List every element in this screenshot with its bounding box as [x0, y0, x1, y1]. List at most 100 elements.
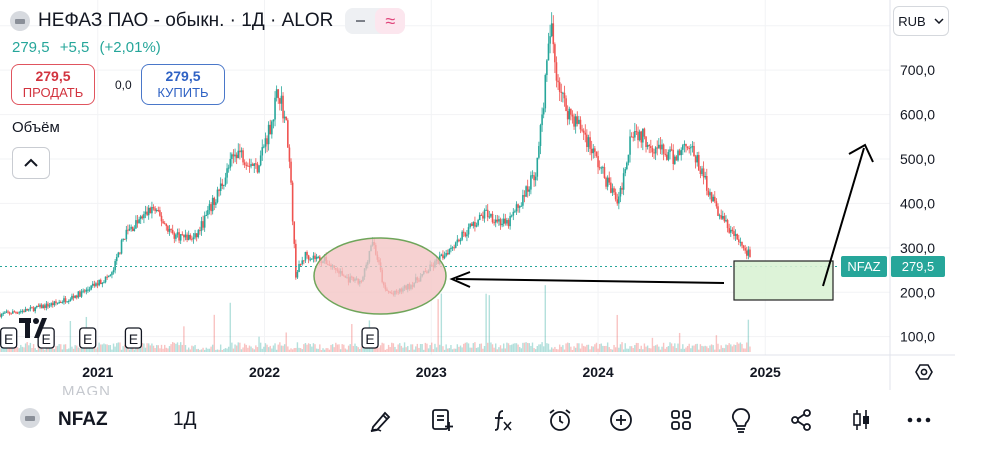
candle-body: [223, 185, 225, 187]
candle-body: [717, 206, 719, 216]
candle-body: [630, 136, 633, 138]
volume-bar: [186, 349, 188, 352]
volume-bar: [739, 342, 742, 352]
candle-body: [650, 146, 652, 148]
volume-bar: [239, 342, 241, 352]
minus-icon[interactable]: −: [355, 10, 366, 31]
volume-bar: [451, 349, 454, 352]
volume-indicator-label[interactable]: Объём: [12, 119, 60, 136]
layout-grid-icon[interactable]: [666, 395, 696, 445]
volume-bar: [363, 348, 366, 352]
notes-add-icon[interactable]: [427, 395, 457, 445]
candle-body: [240, 150, 243, 153]
more-menu-icon[interactable]: [904, 395, 934, 445]
candle-body: [139, 216, 142, 220]
chart-mode-toggle[interactable]: − ≈: [345, 8, 406, 34]
symbol-header[interactable]: НЕФАЗ ПАО - обыкн. · 1Д · ALOR − ≈: [10, 8, 406, 34]
volume-bar: [63, 344, 65, 352]
toolbar-symbol[interactable]: NFAZ: [58, 409, 108, 430]
candle-body: [301, 260, 304, 265]
volume-bar: [264, 343, 267, 352]
candle-body: [464, 232, 467, 237]
price-chart[interactable]: 800,0700,0600,0500,0400,0300,0200,0100,0…: [0, 0, 1000, 395]
volume-bar: [610, 349, 612, 352]
volume-bar: [677, 343, 679, 352]
volume-bar: [627, 348, 630, 352]
candle-body: [446, 253, 449, 255]
idea-lightbulb-icon[interactable]: [726, 395, 756, 445]
candle-body: [582, 130, 585, 133]
tradingview-logo-icon: [19, 318, 47, 338]
candle-body: [192, 237, 195, 240]
currency-selector[interactable]: RUB: [893, 6, 949, 36]
candle-body: [507, 220, 510, 227]
candle-body: [616, 199, 619, 204]
candle-body: [274, 97, 276, 120]
candle-body: [696, 155, 698, 163]
alarm-clock-icon[interactable]: [545, 395, 575, 445]
candle-body: [136, 220, 139, 224]
volume-bar: [111, 349, 113, 352]
candle-body: [45, 303, 48, 308]
volume-bar: [664, 348, 666, 352]
volume-bar: [746, 342, 748, 352]
earnings-marker-label: E: [83, 331, 92, 347]
wave-icon[interactable]: ≈: [375, 8, 406, 34]
volume-bar: [170, 344, 172, 352]
volume-bar: [536, 346, 538, 352]
volume-bar: [189, 349, 191, 352]
volume-bar: [678, 332, 681, 352]
candle-body: [454, 242, 457, 248]
candle-body: [309, 259, 312, 261]
candle-body: [568, 108, 571, 120]
volume-bar: [483, 346, 486, 352]
collapse-button[interactable]: [12, 147, 50, 179]
candle-body: [35, 305, 38, 308]
candle-body: [144, 211, 147, 215]
volume-bar: [667, 345, 670, 352]
volume-bar: [109, 345, 112, 352]
volume-bar: [605, 345, 607, 352]
buy-button[interactable]: 279,5 КУПИТЬ: [141, 64, 225, 105]
candle-body: [494, 219, 497, 223]
volume-bar: [164, 344, 166, 352]
volume-bar: [395, 349, 398, 352]
symbol-title[interactable]: НЕФАЗ ПАО - обыкн. · 1Д · ALOR: [38, 10, 334, 31]
indicators-fx-icon[interactable]: [487, 395, 517, 445]
time-axis-label: 2023: [416, 364, 447, 380]
candle-body: [266, 138, 268, 145]
candle-body: [93, 283, 96, 286]
candle-body: [275, 89, 278, 98]
volume-bar: [646, 345, 649, 352]
volume-bar: [418, 347, 420, 352]
volume-bar: [96, 347, 99, 352]
price-axis-label: 500,0: [900, 151, 935, 167]
candle-body: [699, 170, 702, 175]
volume-bar: [389, 347, 391, 352]
volume-bar: [558, 344, 561, 352]
candle-body: [152, 206, 155, 209]
volume-bar: [514, 343, 516, 352]
volume-bar: [218, 349, 220, 352]
volume-bar: [391, 342, 393, 352]
earnings-marker-box: [361, 327, 379, 349]
sell-button[interactable]: 279,5 ПРОДАТЬ: [11, 64, 95, 105]
candle-body: [728, 228, 730, 233]
draw-pencil-icon[interactable]: [366, 395, 396, 445]
toolbar-interval[interactable]: 1Д: [173, 409, 197, 430]
volume-bar: [336, 344, 339, 352]
last-price: 279,5: [12, 39, 50, 56]
candle-body: [682, 145, 684, 150]
volume-bar: [327, 348, 329, 352]
share-icon[interactable]: [786, 395, 816, 445]
volume-bar: [20, 344, 22, 352]
add-circle-icon[interactable]: [606, 395, 636, 445]
candle-body: [549, 36, 551, 44]
candle-body: [18, 312, 20, 314]
candle-body: [82, 290, 84, 292]
candle-body: [645, 136, 647, 148]
candle-body: [546, 60, 548, 76]
candles-chart-type-icon[interactable]: [846, 395, 876, 445]
candle-body: [26, 308, 28, 311]
candle-body: [200, 221, 203, 231]
